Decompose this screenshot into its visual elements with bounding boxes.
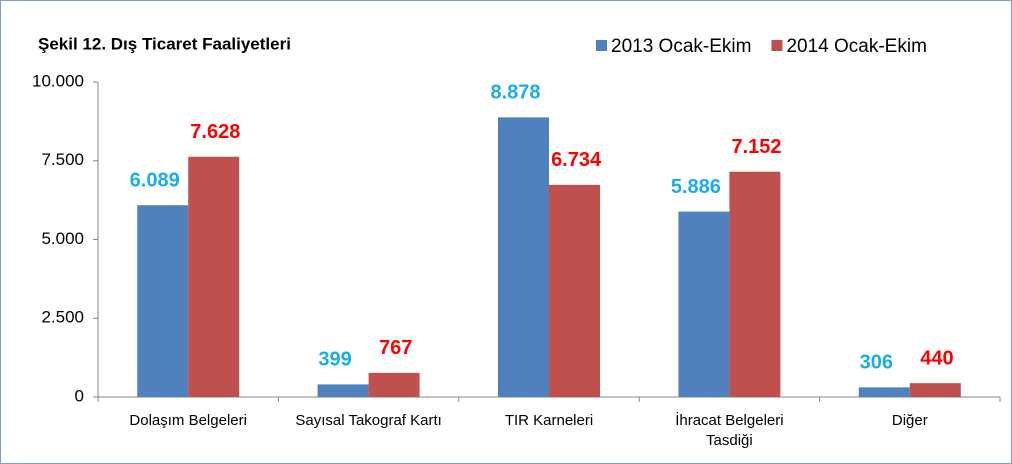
legend-swatch — [596, 40, 607, 51]
legend-swatch — [771, 40, 783, 51]
value-label: 6.734 — [551, 149, 602, 171]
bar — [549, 184, 600, 397]
bar — [317, 384, 369, 397]
legend-label: 2013 Ocak-Ekim — [611, 36, 751, 57]
x-tick-label: Diğer — [891, 412, 928, 429]
bar — [368, 372, 420, 397]
value-label: 6.089 — [130, 169, 180, 191]
value-label: 440 — [920, 347, 953, 369]
bar — [498, 117, 549, 397]
y-tick-label: 0 — [75, 386, 84, 405]
x-tick-label: İhracat Belgeleri Tasdiği — [675, 412, 784, 449]
x-tick-label: TIR Karneleri — [504, 412, 594, 429]
value-label: 8.878 — [490, 82, 540, 104]
y-tick-label: 5.000 — [41, 229, 84, 248]
y-tick-label: 7.500 — [41, 150, 84, 169]
value-label: 5.886 — [671, 176, 721, 198]
bar — [729, 171, 781, 397]
value-label: 7.152 — [731, 136, 781, 158]
value-label: 7.628 — [190, 121, 240, 143]
bar — [137, 205, 189, 397]
bar — [188, 156, 240, 397]
y-tick-label: 10.000 — [32, 71, 84, 90]
value-label: 306 — [860, 352, 893, 374]
x-tick-label: Sayısal Takograf Kartı — [295, 412, 442, 429]
y-tick-label: 2.500 — [41, 308, 84, 327]
legend-label: 2014 Ocak-Ekim — [786, 36, 926, 57]
bar — [678, 211, 730, 397]
chart-title: Şekil 12. Dış Ticaret Faaliyetleri — [38, 34, 291, 53]
value-label: 399 — [318, 349, 351, 371]
value-label: 767 — [379, 337, 412, 359]
bar — [909, 383, 961, 397]
bar — [858, 387, 910, 397]
x-tick-label: Dolaşım Belgeleri — [129, 412, 247, 429]
